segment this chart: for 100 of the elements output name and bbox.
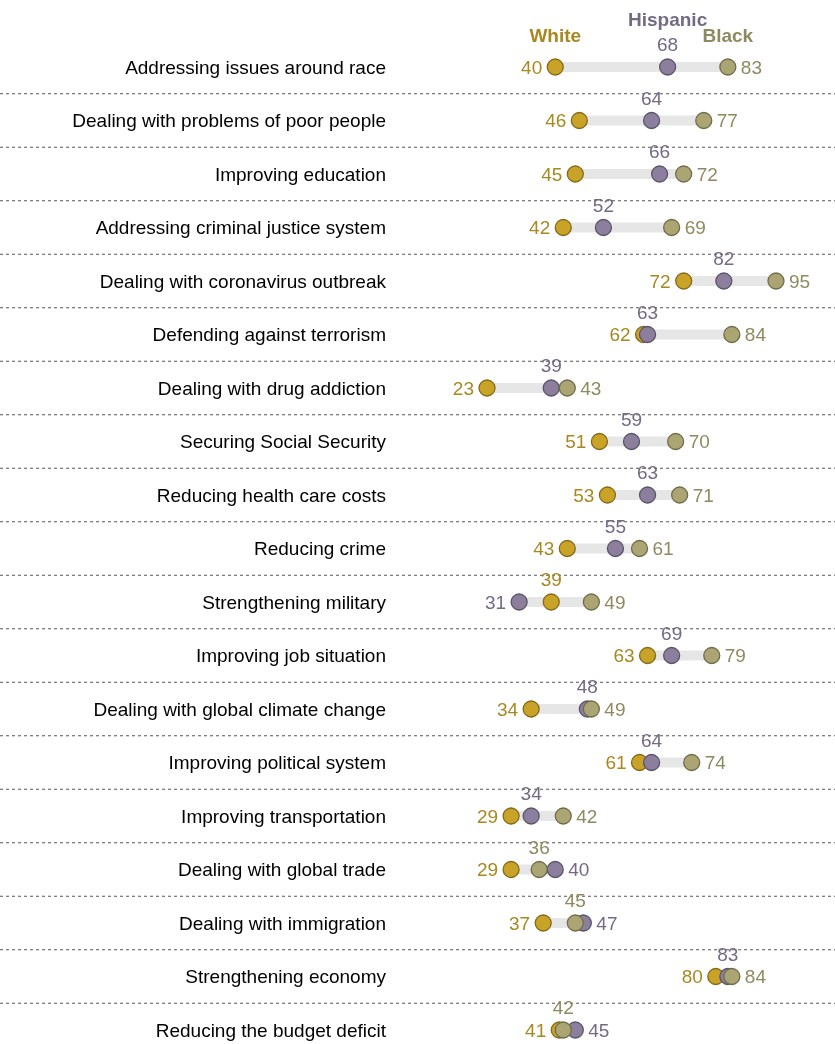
data-label: 40	[568, 859, 590, 881]
point	[530, 860, 548, 879]
y-tick-label: Improving job situation	[195, 645, 386, 667]
data-label: 64	[641, 87, 663, 109]
point	[582, 593, 601, 611]
data-label: 69	[684, 217, 706, 239]
y-tick-label: Strengthening military	[202, 591, 387, 613]
y-tick-label: Dealing with problems of poor people	[72, 110, 386, 132]
data-label: 53	[573, 484, 595, 506]
data-label: 29	[476, 859, 499, 881]
point	[671, 486, 689, 504]
data-label: 83	[717, 943, 739, 965]
y-tick-label: Improving transportation	[181, 805, 386, 827]
point	[715, 272, 733, 290]
y-tick-label: Dealing with immigration	[179, 912, 386, 934]
data-label: 42	[576, 805, 598, 827]
point	[650, 165, 669, 183]
point	[662, 218, 681, 237]
point	[566, 165, 584, 183]
data-label: 49	[604, 591, 626, 613]
data-label: 41	[525, 1019, 547, 1041]
data-label: 49	[604, 698, 626, 720]
data-label: 84	[744, 324, 767, 346]
data-label: 39	[540, 569, 562, 590]
point	[667, 432, 685, 451]
y-tick-label: Dealing with coronavirus outbreak	[99, 270, 387, 292]
point	[723, 325, 741, 344]
data-label: 63	[636, 462, 659, 483]
data-label: 43	[580, 377, 602, 399]
y-tick-label: Strengthening economy	[185, 966, 387, 988]
data-label: 42	[529, 217, 551, 239]
point	[658, 58, 677, 76]
point	[534, 914, 552, 932]
point	[642, 111, 661, 130]
y-tick-label: Improving education	[214, 163, 386, 185]
data-label: 79	[724, 645, 746, 667]
data-label: 42	[552, 997, 574, 1018]
data-label: 34	[497, 698, 519, 720]
series-label: White	[529, 25, 582, 46]
point	[630, 539, 649, 558]
point	[546, 58, 564, 76]
data-label: 29	[476, 805, 499, 827]
point	[502, 807, 520, 825]
data-label: 80	[681, 966, 703, 988]
point	[719, 58, 737, 76]
data-label: 47	[596, 912, 618, 934]
point	[638, 486, 657, 504]
point	[582, 700, 601, 718]
data-label: 31	[484, 591, 507, 613]
point	[554, 218, 572, 237]
data-label: 52	[592, 194, 614, 216]
y-tick-label: Dealing with drug addiction	[157, 377, 386, 399]
point	[590, 432, 609, 451]
point	[703, 646, 721, 665]
data-label: 45	[541, 163, 563, 185]
point	[695, 111, 713, 130]
y-tick-label: Dealing with global climate change	[93, 698, 386, 720]
data-label: 48	[576, 676, 598, 697]
y-tick-label: Addressing criminal justice system	[95, 217, 386, 239]
point	[594, 218, 613, 237]
point	[662, 646, 681, 665]
point	[675, 272, 693, 290]
y-tick-label: Reducing the budget deficit	[155, 1019, 387, 1041]
point	[683, 753, 701, 772]
point	[510, 593, 528, 611]
data-label: 39	[540, 355, 562, 376]
data-label: 71	[692, 484, 714, 506]
point	[642, 753, 661, 772]
point	[638, 325, 657, 344]
point	[522, 807, 540, 825]
data-label: 61	[652, 538, 674, 560]
data-label: 74	[704, 752, 727, 774]
data-label: 46	[545, 110, 567, 132]
point	[542, 593, 560, 611]
data-label: 83	[740, 56, 762, 78]
data-label: 45	[588, 1019, 610, 1041]
data-label: 63	[613, 645, 635, 667]
point	[558, 379, 576, 397]
data-label: 95	[789, 270, 811, 292]
point	[723, 967, 741, 986]
y-tick-label: Securing Social Security	[180, 431, 387, 453]
point	[767, 272, 785, 290]
point	[502, 860, 520, 879]
data-label: 37	[509, 912, 531, 934]
data-label: 36	[528, 836, 550, 858]
data-label: 64	[641, 729, 663, 751]
point	[554, 807, 572, 825]
point	[522, 700, 540, 718]
data-label: 55	[604, 515, 627, 537]
data-label: 61	[605, 752, 627, 774]
data-label: 72	[696, 163, 718, 185]
data-label: 59	[620, 408, 643, 430]
y-tick-label: Reducing health care costs	[156, 484, 386, 506]
point	[675, 165, 693, 183]
data-label: 70	[688, 431, 710, 453]
data-label: 72	[649, 270, 671, 292]
point	[570, 111, 588, 130]
point	[606, 539, 625, 558]
point	[566, 914, 584, 932]
point	[542, 379, 560, 397]
